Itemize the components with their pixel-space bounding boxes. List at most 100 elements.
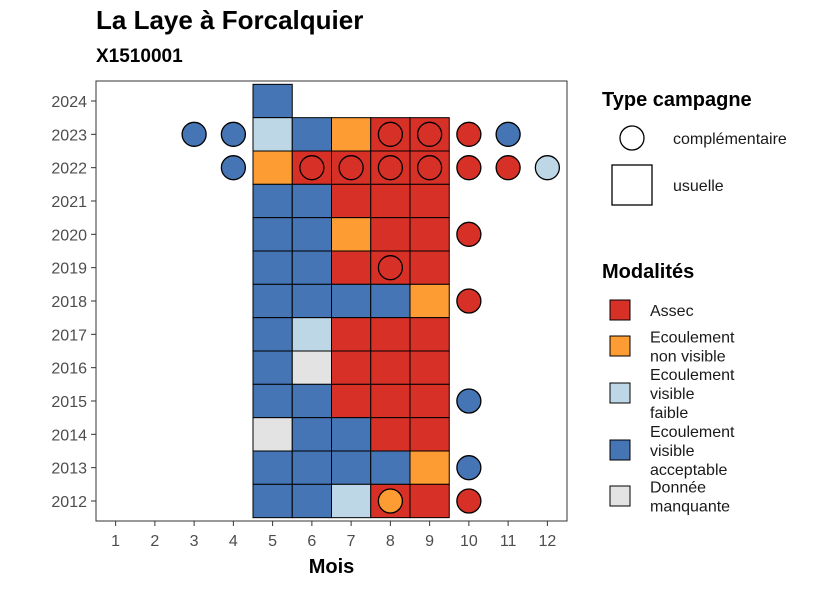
tile-2021-5 (252, 183, 293, 219)
tile-2016-7 (331, 350, 372, 385)
tile-2021-7 (331, 183, 372, 219)
x-tick-label: 8 (386, 533, 395, 550)
tile-2013-8 (370, 450, 411, 485)
tile-2014-8 (370, 417, 411, 452)
legend-key-square (611, 164, 653, 206)
tile-2015-9 (409, 383, 450, 419)
x-tick-label: 2 (150, 533, 159, 550)
tile-2023-6 (291, 117, 332, 152)
x-tick-label: 5 (268, 533, 277, 550)
tile-2012-5 (252, 483, 293, 519)
legend-mod-key (609, 382, 631, 404)
legend-mod-key (609, 335, 631, 357)
tile-2013-6 (291, 450, 332, 485)
legend-type-label: usuelle (673, 178, 724, 195)
point-2022-11 (495, 155, 521, 181)
point-2018-10 (456, 288, 482, 314)
point-2019-8 (377, 255, 404, 281)
plot-area (95, 80, 568, 522)
tile-2018-5 (252, 283, 293, 319)
x-tick-label: 12 (538, 533, 556, 550)
y-tick-label: 2022 (51, 161, 87, 178)
tile-2014-7 (331, 417, 372, 452)
y-tick-label: 2015 (51, 394, 87, 411)
legend-mod-label: Ecoulement visible acceptable (650, 424, 735, 479)
legend-key-circle (619, 125, 645, 151)
y-tick-label: 2012 (51, 494, 87, 511)
legend-mod-label: Donnée manquante (650, 480, 730, 516)
legend-mod-label: Assec (650, 303, 694, 320)
point-2022-12 (534, 155, 561, 181)
tile-2021-8 (370, 183, 411, 219)
point-2023-11 (495, 121, 521, 147)
chart-title: La Laye à Forcalquier (96, 5, 364, 35)
tile-2016-9 (409, 350, 450, 385)
tile-2023-5 (252, 117, 293, 152)
point-2015-10 (456, 388, 482, 414)
tile-2019-6 (291, 250, 332, 285)
tile-2019-7 (331, 250, 372, 285)
legend-type-label: complémentaire (673, 131, 787, 148)
point-2023-3 (181, 121, 207, 147)
legend-type-title: Type campagne (602, 89, 752, 111)
legend-mod-key (609, 439, 631, 461)
tile-2015-8 (370, 383, 411, 419)
point-2023-10 (456, 121, 482, 147)
legend-mod-title: Modalités (602, 261, 694, 283)
point-2022-8 (377, 155, 404, 181)
x-axis-title: Mois (309, 556, 355, 578)
point-2022-7 (338, 155, 364, 181)
x-tick-label: 1 (111, 533, 120, 550)
y-tick-label: 2016 (51, 361, 87, 378)
tile-2016-8 (370, 350, 411, 385)
tile-2017-8 (370, 317, 411, 352)
y-tick-label: 2013 (51, 461, 87, 478)
x-tick-label: 10 (460, 533, 478, 550)
legend-mod-key (609, 299, 631, 321)
tile-2020-8 (370, 217, 411, 252)
tile-2018-7 (331, 283, 372, 319)
tile-2017-7 (331, 317, 372, 352)
y-tick-label: 2024 (51, 94, 87, 111)
point-2013-10 (456, 455, 482, 481)
point-2020-10 (456, 221, 482, 247)
legend-type-campagne: Type campagne complémentaire usuelle (602, 89, 787, 206)
tile-2016-6 (291, 350, 332, 385)
y-axis: 2012 2013 2014 2015 2016 2017 2018 2019 2020 2021… (51, 94, 96, 511)
y-tick-label: 2020 (51, 227, 87, 244)
x-tick-label: 6 (307, 533, 316, 550)
tile-2013-9 (409, 450, 450, 485)
tile-2017-9 (409, 317, 450, 352)
y-tick-label: 2019 (51, 261, 87, 278)
x-tick-label: 3 (190, 533, 199, 550)
tile-2012-9 (409, 483, 450, 519)
tile-2012-6 (291, 483, 332, 519)
tile-2017-6 (291, 317, 332, 352)
tile-2020-5 (252, 217, 293, 252)
tile-2015-7 (331, 383, 372, 419)
legend-mod-label: Ecoulement visible faible (650, 367, 735, 422)
tile-2016-5 (252, 350, 293, 385)
tile-2015-5 (252, 383, 293, 419)
tile-2014-9 (409, 417, 450, 452)
point-2012-10 (456, 488, 482, 514)
legend-mod-label: Ecoulement non visible (650, 330, 735, 366)
point-2022-4 (220, 155, 247, 181)
x-tick-label: 7 (347, 533, 356, 550)
tile-2018-6 (291, 283, 332, 319)
tile-2015-6 (291, 383, 332, 419)
x-axis: 1 2 3 4 5 6 7 8 9 10 11 12 (111, 521, 556, 550)
tile-2018-9 (409, 283, 450, 319)
tile-2022-5 (252, 150, 293, 185)
tile-2019-9 (409, 250, 450, 285)
point-2023-4 (220, 121, 247, 147)
point-2023-8 (377, 121, 404, 147)
tile-2023-7 (331, 117, 372, 152)
x-tick-label: 9 (425, 533, 434, 550)
tile-2018-8 (370, 283, 411, 319)
tile-2021-6 (291, 183, 332, 219)
y-tick-label: 2023 (51, 127, 87, 144)
tile-2020-9 (409, 217, 450, 252)
